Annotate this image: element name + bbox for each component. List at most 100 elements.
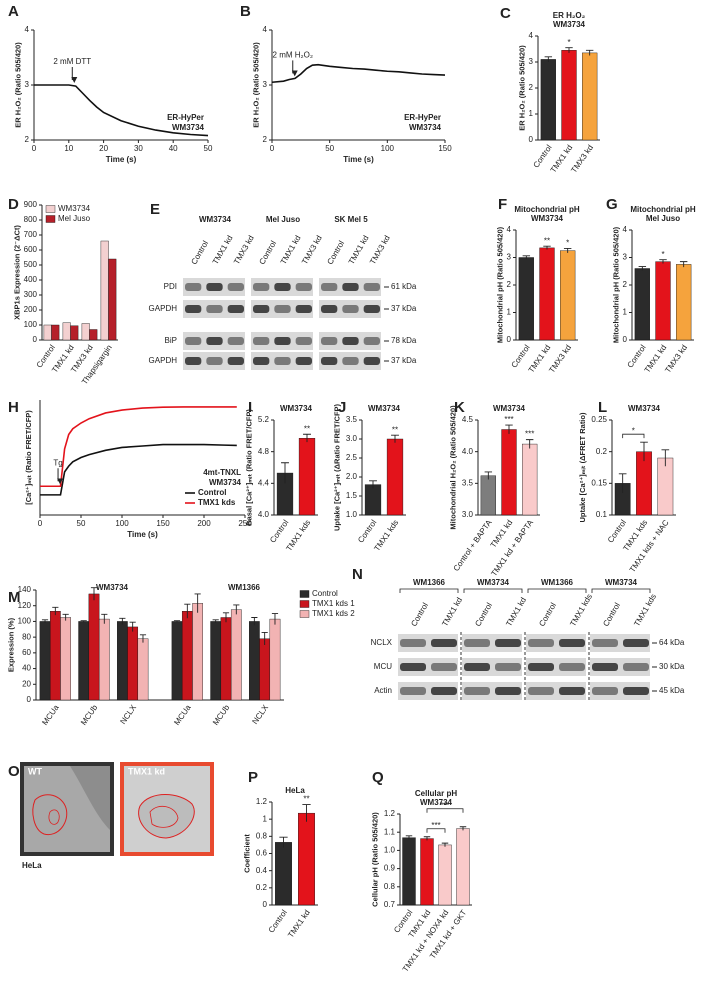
blot-group-label: Mel Juso xyxy=(266,215,300,224)
lane-label: TMX1 kd xyxy=(347,234,371,266)
blot-band xyxy=(342,283,359,291)
y-tick-label: 1.2 xyxy=(256,797,268,806)
y-tick-label: 2 xyxy=(529,83,534,92)
error-bar xyxy=(505,424,513,434)
y-tick-label: 0.2 xyxy=(256,883,268,892)
blot-band xyxy=(274,357,291,365)
y-axis-label: Basal [Ca²⁺]ₘᵢₜ (Ratio FRET/CFP) xyxy=(244,409,253,526)
significance-label: *** xyxy=(431,821,440,830)
significance-label: ** xyxy=(392,425,398,434)
x-tick-label: Control xyxy=(356,518,378,544)
y-tick-label: 140 xyxy=(18,585,32,594)
y-tick-label: 0.9 xyxy=(384,864,396,873)
row-label: MCU xyxy=(374,662,392,671)
bar xyxy=(88,593,100,701)
legend-label: Mel Juso xyxy=(58,214,91,223)
error-bar xyxy=(544,56,553,62)
y-tick-label: 0 xyxy=(263,900,268,909)
bar xyxy=(60,617,71,701)
blot-group-label: WM3734 xyxy=(199,215,232,224)
blot-band xyxy=(206,305,223,313)
bar xyxy=(230,609,242,701)
lane-label: Control xyxy=(601,601,622,628)
panel-letter: F xyxy=(498,196,507,213)
lane-label: TMX1 kd xyxy=(211,234,235,266)
blot-band xyxy=(274,305,291,313)
y-tick-label: 500 xyxy=(24,260,38,269)
blot-band xyxy=(342,305,359,313)
y-tick-label: 200 xyxy=(24,305,38,314)
x-tick-label: 30 xyxy=(134,144,143,153)
bar xyxy=(108,258,117,341)
row-label: NCLX xyxy=(371,638,393,647)
chart-title: Mitochondrial pH xyxy=(630,205,696,214)
y-tick-label: 4 xyxy=(507,225,512,234)
y-tick-label: 3.0 xyxy=(346,434,358,443)
bar xyxy=(171,621,183,701)
y-tick-label: 3 xyxy=(507,253,512,262)
error-bar xyxy=(101,613,108,624)
significance-bracket xyxy=(622,433,645,439)
blot-band xyxy=(295,305,312,313)
blot-band xyxy=(227,357,244,365)
legend-label: Control xyxy=(198,488,226,497)
chart-title: ER H₂O₂ xyxy=(553,11,586,20)
panel-letter: K xyxy=(454,399,465,416)
line-series xyxy=(40,443,237,496)
bar xyxy=(676,264,692,341)
y-tick-label: 0.1 xyxy=(596,510,608,519)
bar xyxy=(501,429,517,516)
chart-title: WM3734 xyxy=(628,404,661,413)
blot-band xyxy=(495,687,521,695)
annotation: 2 mM DTT xyxy=(53,57,91,66)
panel-letter: N xyxy=(352,566,363,583)
blot-band xyxy=(495,663,521,671)
y-tick-label: 600 xyxy=(24,245,38,254)
x-tick-label: MCUb xyxy=(79,703,100,727)
blot-band xyxy=(400,639,426,647)
lane-label: TMX1 kd xyxy=(279,234,303,266)
error-bar xyxy=(369,480,377,489)
error-bar xyxy=(659,259,667,264)
panel-letter: Q xyxy=(372,769,384,786)
error-bar xyxy=(679,261,688,268)
x-tick-label: 40 xyxy=(169,144,178,153)
panel-letter: I xyxy=(248,399,252,416)
note: ER-HyPer xyxy=(404,113,441,122)
legend-label: Control xyxy=(312,589,338,598)
error-bar xyxy=(302,804,311,822)
panel-letter: E xyxy=(150,201,160,218)
size-marker: 30 kDa xyxy=(659,662,685,671)
blot-strip xyxy=(526,682,586,700)
x-axis-label: Time (s) xyxy=(106,155,137,164)
y-tick-label: 100 xyxy=(24,320,38,329)
legend-label: TMX1 kds xyxy=(198,498,236,507)
significance-label: *** xyxy=(504,415,513,424)
y-tick-label: 1 xyxy=(529,109,534,118)
y-tick-label: 4 xyxy=(25,25,30,34)
x-axis-label: Time (s) xyxy=(127,530,158,539)
y-tick-label: 4.0 xyxy=(258,510,270,519)
bar xyxy=(522,443,538,516)
x-tick-label: 20 xyxy=(99,144,108,153)
y-tick-label: 2 xyxy=(623,280,628,289)
x-tick-label: TMX1 kd xyxy=(286,908,312,939)
bar xyxy=(298,438,316,516)
bar xyxy=(62,322,71,341)
roi-outline xyxy=(48,809,60,825)
chart-subtitle: Mel Juso xyxy=(646,214,680,223)
y-tick-label: 4 xyxy=(263,25,268,34)
blot-band xyxy=(528,687,554,695)
bar xyxy=(275,842,292,906)
x-tick-label: NCLX xyxy=(250,703,270,726)
x-tick-label: 100 xyxy=(115,519,129,528)
error-bar xyxy=(62,613,69,621)
blot-strip xyxy=(590,682,650,700)
blot-band xyxy=(623,687,649,695)
error-bar xyxy=(441,842,449,847)
x-tick-label: 10 xyxy=(64,144,73,153)
x-tick-label: Control + BAPTA xyxy=(452,518,494,573)
error-bar xyxy=(261,631,268,645)
bar xyxy=(655,261,671,341)
chart-title: WM3734 xyxy=(280,404,313,413)
